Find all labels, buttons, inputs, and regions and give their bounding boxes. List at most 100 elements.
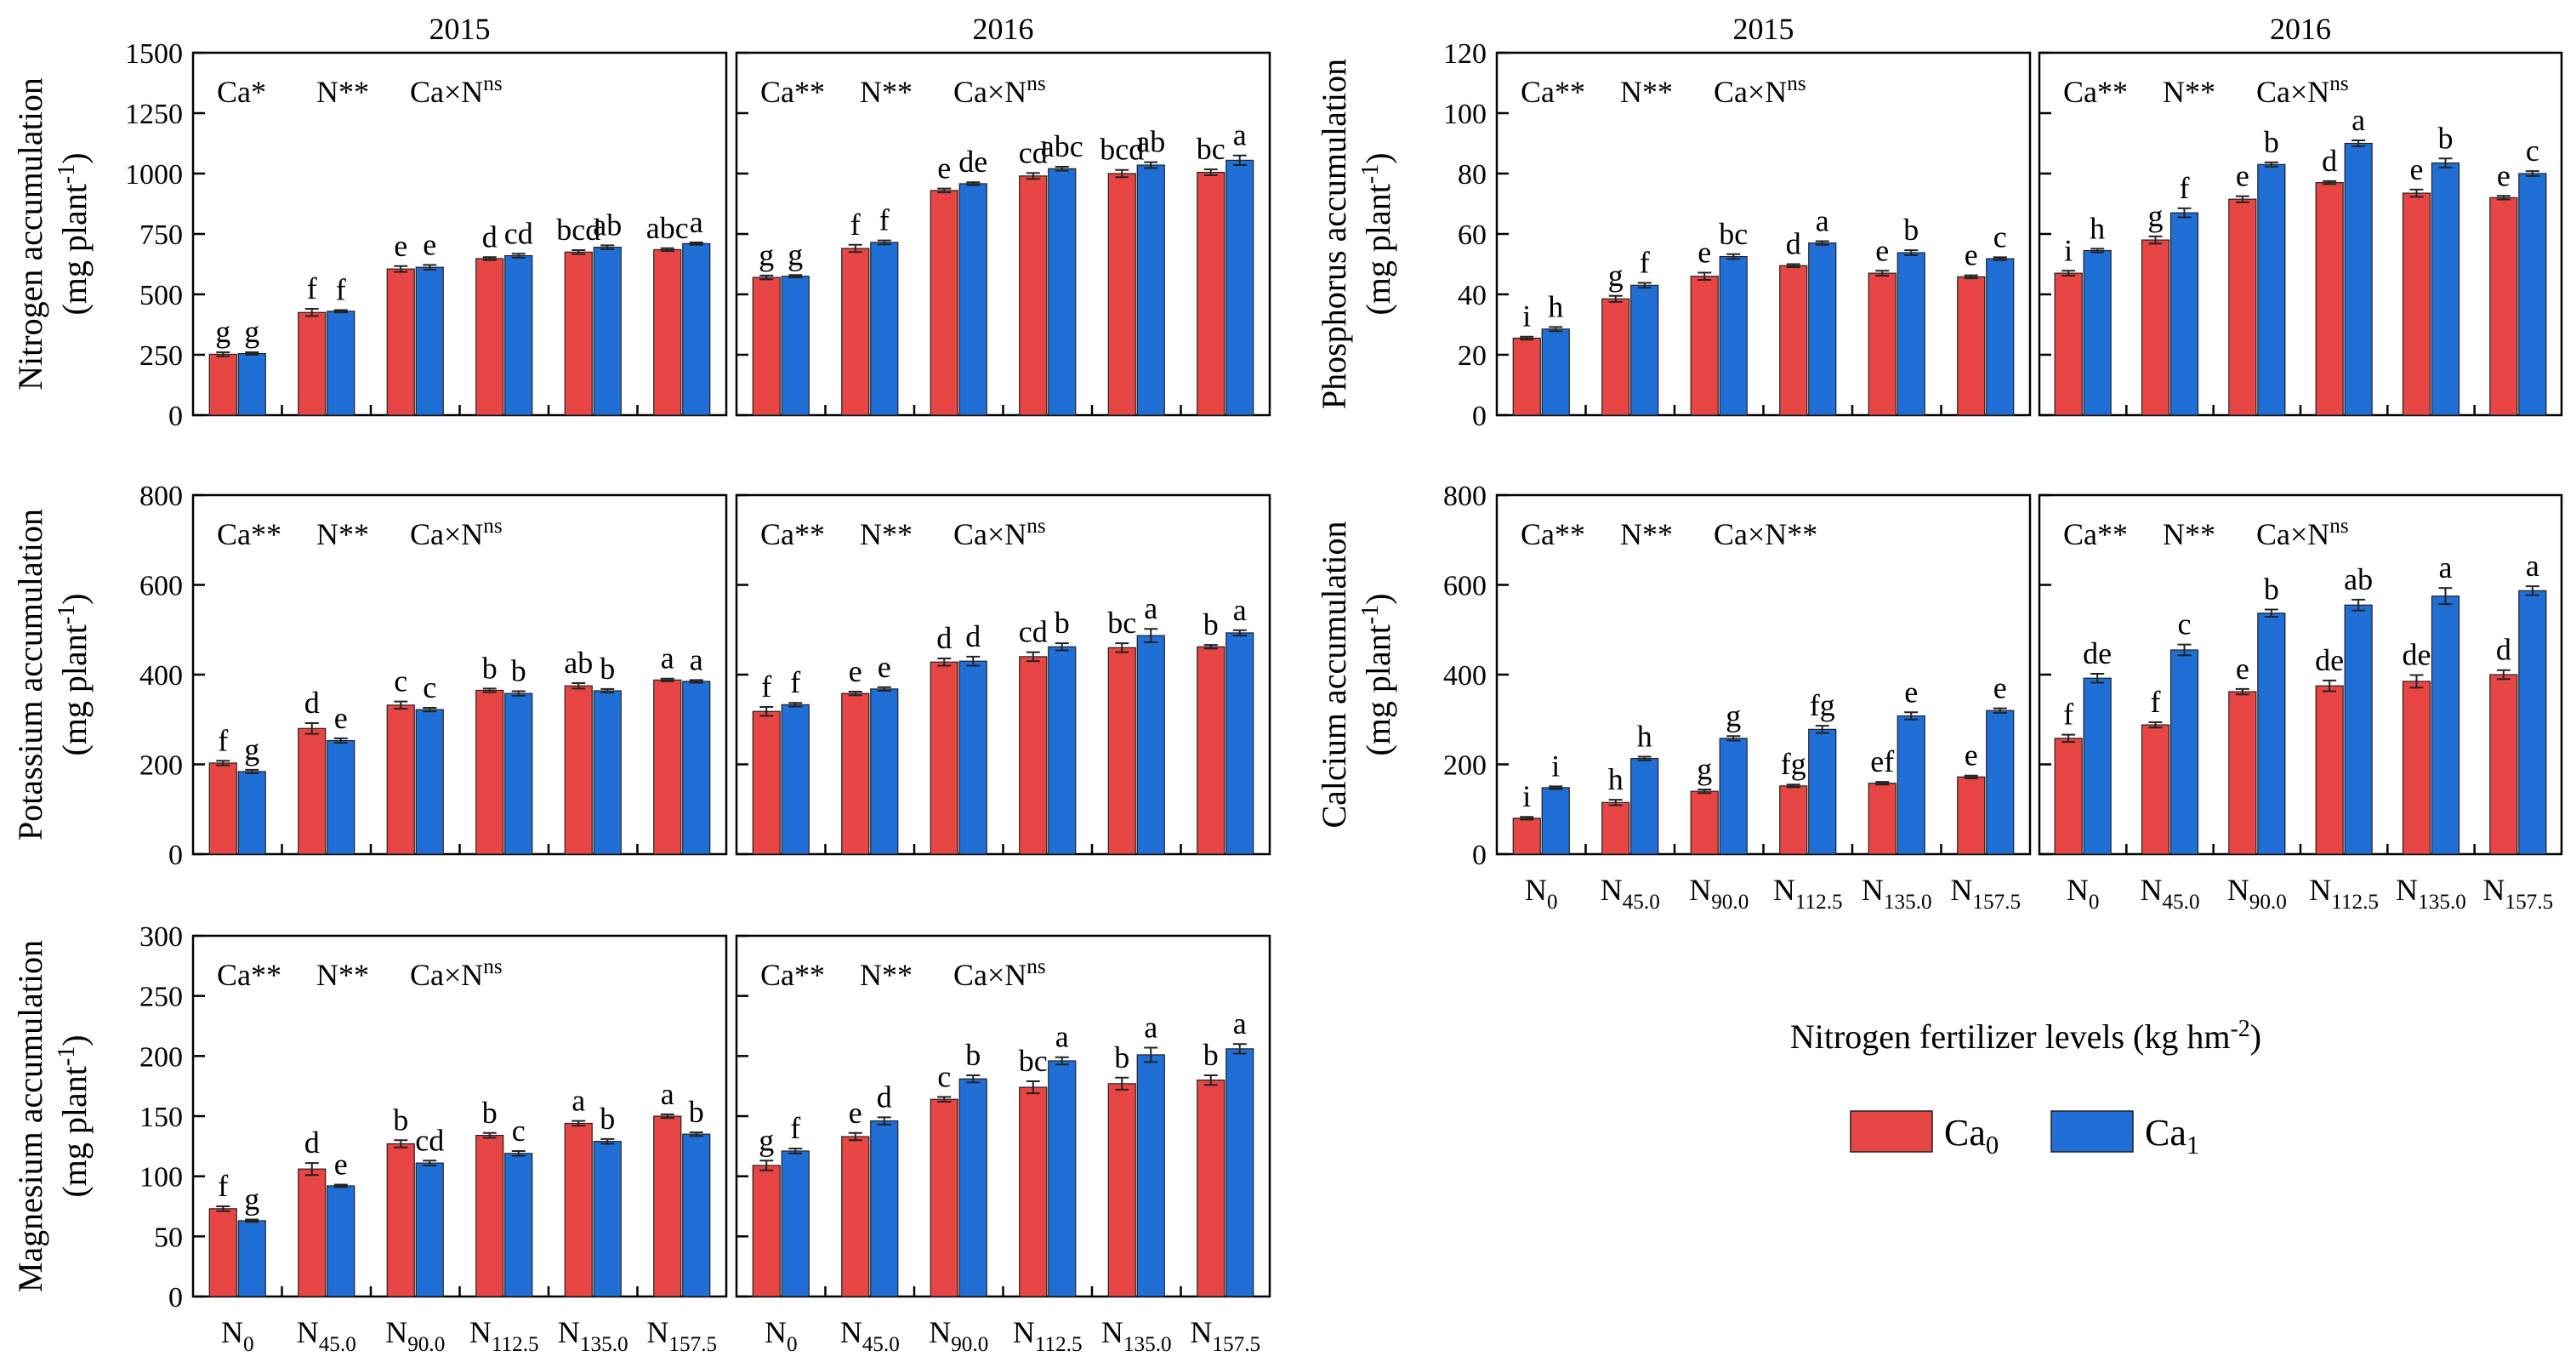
bar-ca0-5	[1197, 646, 1225, 855]
significance-letter: e	[423, 227, 436, 261]
bar-ca1-4	[2431, 162, 2460, 416]
bar-ca1-5	[1225, 1048, 1254, 1297]
y-tick-label: 750	[139, 219, 183, 251]
bar-ca1-2	[1719, 256, 1748, 416]
significance-letter: fg	[1810, 688, 1835, 722]
bar-ca0-2	[1690, 276, 1719, 416]
y-tick-label: 600	[139, 571, 183, 602]
stat-interaction: Ca×Nns	[410, 515, 503, 551]
bar-ca0-0	[752, 276, 781, 416]
y-tick-label: 50	[154, 1222, 183, 1253]
significance-letter: de	[958, 145, 987, 179]
significance-letter: e	[2497, 158, 2511, 192]
bar-ca0-3	[2315, 182, 2344, 416]
bar-ca1-0	[781, 1150, 810, 1297]
legend: Ca0 Ca1	[1850, 1110, 2199, 1160]
y-tick-label: 1500	[125, 38, 183, 70]
bar-ca0-2	[386, 1143, 415, 1297]
bar-ca0-1	[298, 1168, 327, 1297]
bar-ca1-1	[870, 1120, 899, 1297]
category-label: N135.0	[1101, 1315, 1172, 1356]
bar-ca0-3	[475, 1135, 504, 1297]
significance-letter: b	[1903, 213, 1919, 247]
bar-ca1-4	[593, 1141, 622, 1297]
stat-interaction: Ca×Nns	[953, 955, 1046, 992]
significance-letter: bcd	[556, 213, 600, 247]
y-tick-label: 250	[139, 982, 183, 1013]
bar-ca0-4	[1868, 272, 1896, 416]
significance-letter: cd	[415, 1123, 444, 1157]
significance-letter: g	[1608, 259, 1624, 293]
panel-title: 2016	[973, 12, 1034, 46]
significance-letter: ef	[1870, 744, 1894, 778]
bar-ca1-0	[1541, 787, 1570, 855]
significance-letter: i	[1522, 779, 1531, 813]
category-label: N157.5	[2482, 873, 2553, 914]
significance-letter: de	[2403, 638, 2431, 672]
bar-ca0-5	[2489, 197, 2518, 416]
significance-letter: b	[511, 654, 526, 688]
stat-interaction: Ca×N**	[1714, 517, 1817, 551]
bar-ca1-4	[593, 247, 622, 416]
bar-ca1-5	[2518, 173, 2547, 416]
significance-letter: e	[878, 650, 891, 684]
significance-letter: bc	[1019, 1044, 1048, 1078]
y-tick-label: 100	[1443, 99, 1487, 130]
y-tick-label: 40	[1458, 280, 1487, 311]
significance-letter: fg	[1781, 747, 1806, 781]
significance-letter: a	[1233, 593, 1247, 627]
bar-ca0-1	[841, 1136, 870, 1297]
significance-letter: ab	[593, 208, 622, 242]
bar-ca0-4	[564, 251, 593, 416]
significance-letter: ab	[2344, 562, 2373, 596]
category-label: N45.0	[2140, 873, 2199, 914]
stat-n: N**	[2163, 75, 2215, 109]
y-tick-label: 500	[139, 280, 183, 311]
bar-ca0-5	[653, 1115, 682, 1297]
bar-ca1-3	[1808, 242, 1837, 416]
category-label: N45.0	[840, 1315, 900, 1356]
y-tick-label: 200	[139, 750, 183, 782]
bar-ca0-3	[1779, 785, 1808, 855]
bar-ca0-0	[752, 710, 781, 855]
bar-ca0-2	[930, 661, 958, 855]
bar-ca0-3	[1779, 265, 1808, 416]
significance-letter: f	[307, 271, 317, 305]
significance-letter: a	[661, 1077, 674, 1111]
significance-letter: g	[2148, 199, 2164, 233]
significance-letter: a	[661, 641, 674, 675]
stat-interaction: Ca×Nns	[410, 72, 503, 109]
significance-letter: a	[1144, 591, 1157, 625]
significance-letter: b	[600, 652, 615, 686]
bar-ca0-1	[2141, 724, 2170, 855]
significance-letter: d	[304, 1126, 320, 1160]
stat-n: N**	[316, 75, 369, 109]
significance-letter: c	[394, 664, 407, 698]
category-label: N0	[765, 1315, 798, 1356]
bar-ca1-1	[870, 242, 899, 416]
significance-letter: b	[2264, 573, 2279, 607]
bar-ca1-3	[2344, 142, 2373, 416]
stat-ca: Ca**	[760, 75, 825, 109]
category-label: N112.5	[1773, 873, 1843, 914]
significance-letter: e	[334, 1148, 348, 1182]
significance-letter: d	[482, 219, 498, 254]
stat-n: N**	[2163, 517, 2215, 551]
y-tick-label: 150	[139, 1102, 183, 1133]
bar-ca1-5	[682, 242, 711, 416]
bar-ca0-1	[841, 248, 870, 416]
significance-letter: f	[879, 203, 890, 237]
y-tick-label: 400	[1443, 660, 1487, 692]
significance-letter: a	[1144, 1010, 1157, 1044]
stat-ca: Ca*	[217, 75, 266, 109]
bar-ca1-4	[1136, 635, 1165, 855]
y-axis-unit: (mg plant-1)	[1357, 152, 1397, 315]
bar-ca1-1	[327, 1185, 355, 1297]
bar-ca0-0	[1512, 818, 1541, 855]
category-label: N135.0	[2396, 873, 2466, 914]
bar-ca0-3	[2315, 685, 2344, 855]
stat-n: N**	[860, 958, 913, 992]
bar-ca0-5	[653, 679, 682, 855]
bar-ca1-0	[781, 276, 810, 416]
